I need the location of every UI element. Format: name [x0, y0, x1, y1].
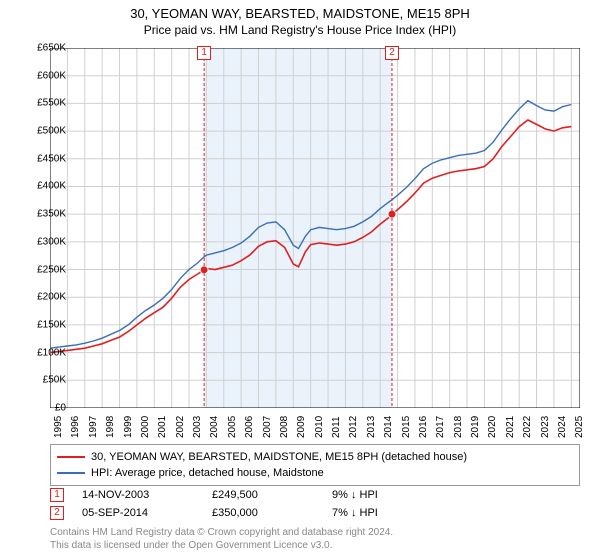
- title-line1: 30, YEOMAN WAY, BEARSTED, MAIDSTONE, ME1…: [0, 6, 600, 21]
- x-tick-label: 2005: [227, 416, 238, 438]
- title-line2: Price paid vs. HM Land Registry's House …: [0, 23, 600, 37]
- x-tick-label: 2021: [505, 416, 516, 438]
- x-tick-label: 1996: [70, 416, 81, 438]
- x-tick-label: 2015: [401, 416, 412, 438]
- legend: 30, YEOMAN WAY, BEARSTED, MAIDSTONE, ME1…: [50, 444, 580, 486]
- x-tick-label: 2023: [540, 416, 551, 438]
- sale-row: 1 14-NOV-2003 £249,500 9% ↓ HPI: [50, 486, 580, 504]
- x-tick-label: 2011: [331, 416, 342, 438]
- sale-marker-icon: 2: [50, 506, 64, 520]
- x-tick-label: 2009: [296, 416, 307, 438]
- title-block: 30, YEOMAN WAY, BEARSTED, MAIDSTONE, ME1…: [0, 0, 600, 37]
- x-tick-label: 1995: [53, 416, 64, 438]
- x-tick-label: 2016: [418, 416, 429, 438]
- sales-table: 1 14-NOV-2003 £249,500 9% ↓ HPI 2 05-SEP…: [50, 486, 580, 522]
- sale-marker-icon: 1: [50, 488, 64, 502]
- y-tick-label: £50K: [20, 375, 66, 386]
- x-tick-label: 1998: [105, 416, 116, 438]
- sale-price: £249,500: [212, 489, 332, 501]
- legend-swatch: [57, 472, 85, 474]
- x-tick-label: 2019: [470, 416, 481, 438]
- footer-line2: This data is licensed under the Open Gov…: [50, 539, 580, 552]
- x-tick-label: 2007: [262, 416, 273, 438]
- x-tick-label: 1997: [88, 416, 99, 438]
- sale-date: 14-NOV-2003: [82, 489, 212, 501]
- x-tick-label: 2022: [522, 416, 533, 438]
- sale-date: 05-SEP-2014: [82, 507, 212, 519]
- marker-box-icon: 2: [385, 46, 399, 60]
- legend-swatch: [57, 456, 85, 458]
- x-tick-label: 2024: [557, 416, 568, 438]
- sale-price: £350,000: [212, 507, 332, 519]
- x-tick-label: 2025: [574, 416, 585, 438]
- y-tick-label: £100K: [20, 347, 66, 358]
- x-tick-label: 2017: [435, 416, 446, 438]
- sale-diff: 7% ↓ HPI: [332, 507, 432, 519]
- chart-container: 30, YEOMAN WAY, BEARSTED, MAIDSTONE, ME1…: [0, 0, 600, 560]
- x-tick-label: 2003: [192, 416, 203, 438]
- sale-diff: 9% ↓ HPI: [332, 489, 432, 501]
- x-tick-label: 2013: [366, 416, 377, 438]
- x-tick-label: 2004: [209, 416, 220, 438]
- y-tick-label: £300K: [20, 236, 66, 247]
- y-tick-label: £650K: [20, 43, 66, 54]
- footer: Contains HM Land Registry data © Crown c…: [50, 526, 580, 552]
- x-tick-label: 2010: [314, 416, 325, 438]
- y-tick-label: £0: [20, 403, 66, 414]
- y-tick-label: £450K: [20, 153, 66, 164]
- chart-svg: [50, 48, 580, 408]
- legend-row: HPI: Average price, detached house, Maid…: [57, 465, 573, 481]
- y-tick-label: £550K: [20, 98, 66, 109]
- y-tick-label: £600K: [20, 70, 66, 81]
- x-tick-label: 2014: [383, 416, 394, 438]
- legend-label: HPI: Average price, detached house, Maid…: [91, 467, 324, 479]
- x-tick-label: 2008: [279, 416, 290, 438]
- chart-area: [50, 48, 580, 408]
- y-tick-label: £350K: [20, 209, 66, 220]
- x-tick-label: 2006: [244, 416, 255, 438]
- x-tick-label: 2020: [487, 416, 498, 438]
- x-tick-label: 1999: [123, 416, 134, 438]
- legend-label: 30, YEOMAN WAY, BEARSTED, MAIDSTONE, ME1…: [91, 451, 467, 463]
- y-tick-label: £500K: [20, 126, 66, 137]
- marker-box-icon: 1: [197, 46, 211, 60]
- y-tick-label: £400K: [20, 181, 66, 192]
- y-tick-label: £200K: [20, 292, 66, 303]
- y-tick-label: £250K: [20, 264, 66, 275]
- sale-row: 2 05-SEP-2014 £350,000 7% ↓ HPI: [50, 504, 580, 522]
- x-tick-label: 2000: [140, 416, 151, 438]
- legend-row: 30, YEOMAN WAY, BEARSTED, MAIDSTONE, ME1…: [57, 449, 573, 465]
- x-tick-label: 2002: [175, 416, 186, 438]
- x-tick-label: 2001: [157, 416, 168, 438]
- x-tick-label: 2012: [348, 416, 359, 438]
- footer-line1: Contains HM Land Registry data © Crown c…: [50, 526, 580, 539]
- x-tick-label: 2018: [453, 416, 464, 438]
- y-tick-label: £150K: [20, 319, 66, 330]
